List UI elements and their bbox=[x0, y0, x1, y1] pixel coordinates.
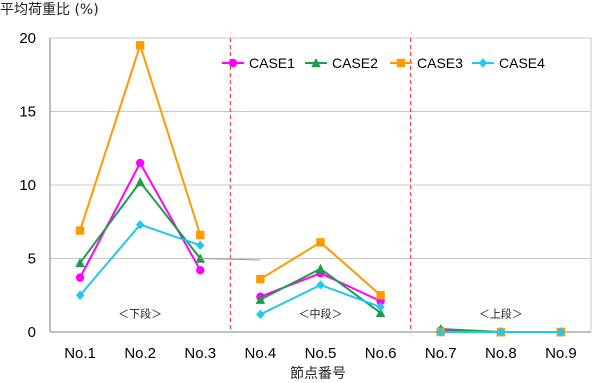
legend: CASE1 CASE2 CASE3 CASE4 bbox=[222, 55, 545, 71]
x-tick-label: No.2 bbox=[124, 345, 156, 362]
series-line bbox=[79, 42, 202, 236]
y-tick-label: 5 bbox=[28, 251, 36, 268]
x-axis-title: 節点番号 bbox=[290, 365, 346, 382]
data-point bbox=[375, 307, 386, 318]
data-point bbox=[255, 294, 266, 304]
data-point bbox=[75, 257, 85, 268]
data-point bbox=[316, 280, 325, 290]
data-point bbox=[195, 253, 206, 263]
data-point bbox=[556, 327, 566, 337]
legend-label: CASE4 bbox=[499, 55, 545, 71]
x-tick-label: No.1 bbox=[64, 345, 96, 362]
data-point bbox=[135, 158, 145, 168]
x-tick-label: No.6 bbox=[365, 345, 397, 362]
data-point bbox=[478, 58, 488, 68]
y-tick-label: 15 bbox=[19, 104, 36, 121]
data-point bbox=[135, 41, 145, 50]
data-point bbox=[75, 273, 85, 282]
data-point bbox=[196, 230, 205, 240]
section-dividers bbox=[229, 38, 412, 332]
x-tick-label: No.7 bbox=[425, 345, 457, 362]
x-tick-label: No.5 bbox=[305, 345, 337, 362]
data-point bbox=[256, 274, 265, 284]
y-tick-label: 10 bbox=[19, 177, 36, 194]
data-point bbox=[75, 226, 85, 235]
legend-label: CASE3 bbox=[417, 55, 463, 71]
legend-item-case4: CASE4 bbox=[472, 55, 545, 71]
data-point bbox=[135, 219, 145, 230]
x-tick-label: No.9 bbox=[545, 345, 577, 362]
data-point bbox=[396, 58, 406, 68]
legend-label: CASE2 bbox=[332, 55, 378, 71]
group-connector bbox=[200, 258, 261, 261]
x-tick-label: No.4 bbox=[245, 345, 277, 362]
data-point bbox=[436, 327, 445, 337]
data-point bbox=[315, 263, 326, 273]
tick-labels: 0 5 10 15 20 No.1 No.2 No.3 No.4 No.5 No.6 No.7 No.8… bbox=[19, 30, 576, 362]
data-point bbox=[311, 58, 321, 68]
y-tick-label: 20 bbox=[19, 30, 36, 47]
data-point bbox=[376, 291, 385, 300]
section-label: ＜中段＞ bbox=[299, 306, 343, 320]
data-point bbox=[75, 290, 85, 300]
data-point bbox=[316, 238, 325, 247]
x-tick-label: No.3 bbox=[184, 345, 216, 362]
series-case4 bbox=[75, 219, 566, 337]
series-lines bbox=[75, 41, 566, 337]
legend-item-case3: CASE3 bbox=[390, 55, 463, 71]
legend-label: CASE1 bbox=[249, 55, 295, 71]
y-tick-label: 0 bbox=[28, 324, 36, 341]
data-point bbox=[228, 58, 238, 68]
y-axis-title: 平均荷重比 (%) bbox=[0, 2, 99, 18]
data-point bbox=[496, 327, 506, 337]
section-label: ＜上段＞ bbox=[479, 306, 523, 320]
data-point bbox=[196, 240, 205, 250]
section-label: ＜下段＞ bbox=[118, 306, 162, 320]
legend-item-case2: CASE2 bbox=[305, 55, 378, 71]
legend-item-case1: CASE1 bbox=[222, 55, 295, 71]
x-tick-label: No.8 bbox=[485, 345, 517, 362]
series-case3 bbox=[75, 41, 566, 337]
data-point bbox=[256, 309, 265, 320]
data-point bbox=[135, 177, 145, 187]
data-point bbox=[376, 302, 385, 312]
data-point bbox=[196, 266, 205, 275]
